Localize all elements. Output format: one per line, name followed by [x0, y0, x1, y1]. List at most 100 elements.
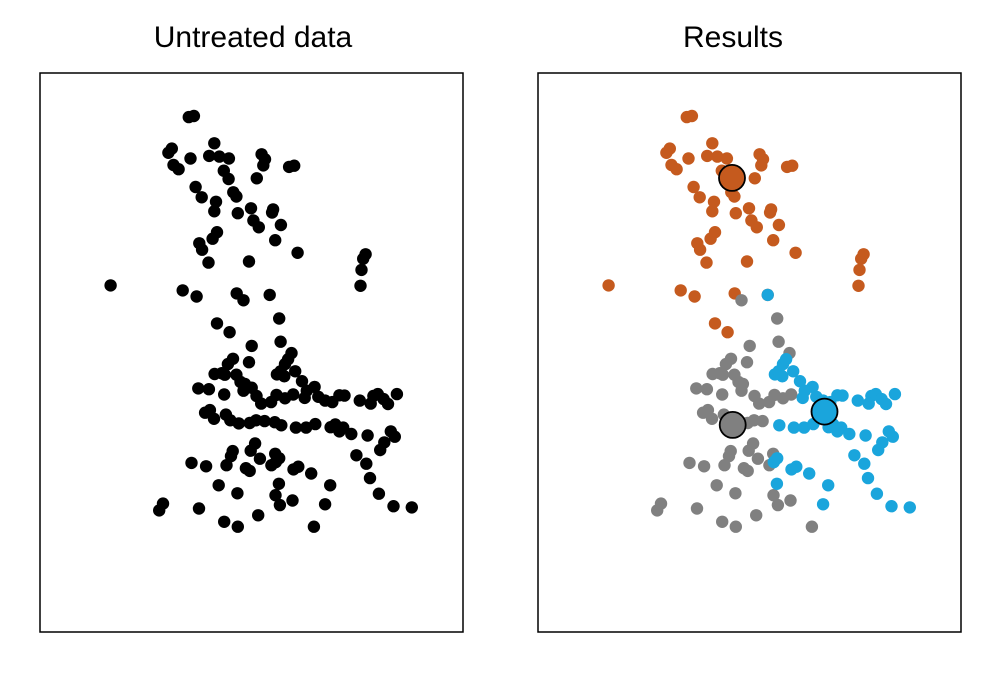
data-point — [390, 387, 404, 401]
cluster-1-point — [763, 206, 777, 219]
cluster-2-point — [735, 294, 748, 307]
data-point — [269, 489, 282, 502]
cluster-2-point — [710, 479, 723, 492]
cluster-3-point — [882, 425, 895, 438]
data-point — [222, 152, 236, 165]
cluster-2-point — [683, 456, 696, 470]
cluster-3-point — [885, 500, 898, 513]
data-point — [172, 163, 185, 176]
cluster-2-point — [784, 494, 797, 507]
cluster-1-point — [670, 163, 683, 176]
right-plot-frame — [537, 72, 962, 633]
data-point — [265, 459, 278, 472]
cluster-3-point — [787, 365, 800, 378]
cluster-3-point — [793, 375, 807, 388]
data-point — [295, 375, 309, 388]
left-plot-frame — [39, 72, 464, 633]
data-point — [305, 467, 318, 480]
data-point — [218, 368, 231, 381]
data-point — [213, 150, 226, 163]
data-point — [195, 243, 209, 256]
data-point — [230, 190, 243, 203]
cluster-3-point — [843, 427, 856, 441]
data-point — [237, 294, 250, 307]
cluster-1-point — [853, 263, 866, 277]
data-point — [255, 397, 268, 410]
cluster-3-point — [851, 394, 864, 407]
cluster-1-point — [707, 195, 721, 208]
data-point — [363, 471, 377, 485]
data-point — [292, 460, 305, 473]
data-point — [374, 443, 387, 457]
cluster-2-point — [741, 464, 754, 478]
cluster-2-point — [771, 312, 784, 325]
cluster-3-centroid — [810, 397, 839, 426]
cluster-2-point — [805, 520, 819, 533]
cluster-1-point — [674, 284, 687, 297]
data-point — [289, 421, 303, 434]
cluster-2-point — [736, 377, 750, 391]
right-panel-title: Results — [683, 21, 783, 54]
data-point — [273, 498, 287, 512]
data-point — [208, 137, 221, 150]
data-point — [318, 498, 332, 511]
data-point — [231, 207, 244, 220]
cluster-1-point — [693, 243, 707, 256]
cluster-2-point — [716, 515, 729, 528]
data-point — [199, 460, 213, 473]
cluster-2-point — [697, 460, 711, 473]
data-point — [231, 520, 244, 533]
data-point — [274, 218, 288, 232]
data-point — [226, 352, 240, 365]
data-point — [206, 232, 219, 245]
cluster-2-point — [740, 356, 754, 369]
cluster-1-point — [704, 232, 717, 245]
cluster-3-point — [773, 419, 786, 432]
data-point — [104, 279, 117, 292]
cluster-2-point — [700, 383, 714, 396]
data-point — [252, 221, 265, 234]
data-point — [192, 502, 206, 515]
data-point — [253, 452, 267, 465]
data-point — [355, 263, 368, 277]
cluster-3-point — [858, 457, 871, 470]
cluster-2-point — [771, 498, 785, 512]
data-point — [381, 397, 395, 411]
cluster-1-point — [660, 146, 673, 159]
cluster-1-point — [602, 279, 615, 292]
cluster-2-point — [772, 335, 785, 348]
cluster-1-point — [729, 207, 742, 220]
data-point — [153, 504, 166, 517]
cluster-2-point — [719, 357, 733, 371]
cluster-1-point — [755, 159, 768, 172]
data-point — [162, 146, 175, 159]
data-point — [219, 408, 233, 421]
data-point — [210, 317, 224, 330]
data-point — [405, 501, 418, 514]
cluster-3-point — [816, 498, 830, 511]
cluster-1-centroid — [718, 163, 746, 192]
data-point — [189, 180, 202, 194]
data-point — [357, 252, 370, 265]
data-point — [307, 520, 321, 533]
cluster-3-point — [870, 487, 884, 500]
cluster-1-point — [852, 279, 865, 292]
data-point — [239, 462, 253, 475]
cluster-2-point — [716, 368, 729, 381]
data-point — [222, 172, 235, 186]
data-point — [223, 326, 236, 339]
data-point — [298, 391, 311, 405]
cluster-3-point — [903, 501, 916, 514]
data-point — [218, 388, 231, 401]
cluster-1-point — [786, 159, 799, 172]
cluster-2-point — [690, 502, 704, 515]
cluster-1-point — [740, 255, 754, 268]
data-point — [372, 487, 386, 500]
cluster-1-point — [742, 202, 756, 215]
cluster-3-point — [822, 479, 835, 492]
cluster-1-point — [706, 205, 719, 218]
data-point — [278, 370, 291, 383]
cluster-3-point — [779, 353, 793, 366]
cluster-2-centroid — [718, 410, 747, 439]
